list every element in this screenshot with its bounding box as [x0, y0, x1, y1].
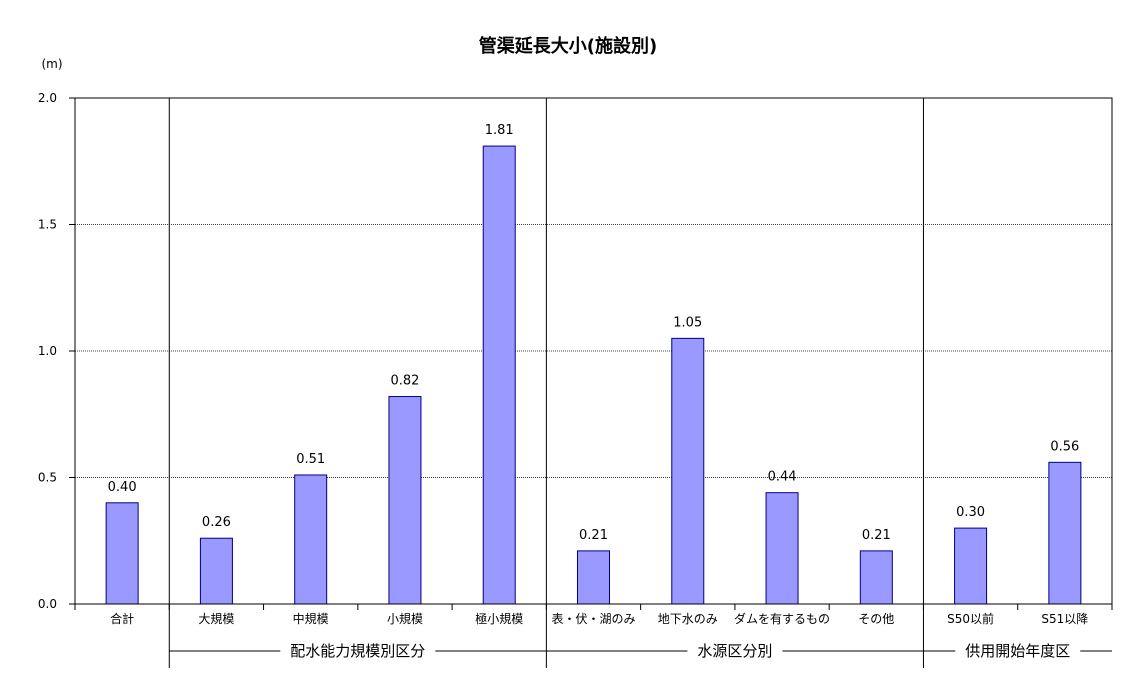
bar-5 — [482, 145, 516, 605]
group-label: 配水能力規模別区分 — [290, 642, 425, 660]
bar-8 — [765, 492, 799, 605]
bar-7 — [671, 337, 705, 605]
data-label: 0.51 — [296, 452, 325, 467]
data-label: 1.05 — [673, 315, 702, 330]
bar-6 — [577, 550, 610, 605]
y-tick-label: 1.5 — [38, 218, 57, 232]
y-tick-label: 0.5 — [38, 471, 57, 485]
data-label: 0.40 — [108, 480, 137, 495]
bar-4 — [388, 396, 422, 605]
chart-title: 管渠延長大小(施設別) — [479, 35, 657, 57]
group-label: 供用開始年度区 — [965, 642, 1070, 660]
x-tick-label: 地下水のみ — [658, 612, 718, 626]
data-label: 0.26 — [202, 515, 231, 530]
data-label: 0.30 — [956, 505, 985, 520]
data-label: 1.81 — [485, 123, 514, 138]
x-tick-label: 小規模 — [387, 611, 423, 626]
bar-10 — [954, 527, 988, 605]
axes — [69, 97, 1113, 668]
data-label: 0.21 — [862, 528, 891, 543]
x-tick-label: 中規模 — [293, 611, 329, 626]
data-label: 0.56 — [1050, 439, 1079, 454]
x-tick-label: 大規模 — [198, 611, 234, 626]
data-label: 0.44 — [768, 470, 797, 485]
bar-2 — [199, 537, 233, 605]
bar-1 — [105, 502, 139, 605]
data-label: 0.82 — [390, 374, 419, 389]
bar-3 — [294, 474, 328, 605]
x-tick-label: S51以降 — [1041, 612, 1088, 626]
x-tick-label: 合計 — [110, 611, 134, 626]
grid-lines — [75, 97, 1112, 478]
y-tick-label: 0.0 — [38, 597, 57, 611]
labels: 0.0 0.5 1.0 1.5 2.0 0.40 0.26 0.51 0.82 1.81 0.21 1… — [38, 91, 1088, 660]
x-tick-label: その他 — [858, 612, 894, 626]
x-tick-label: ダムを有するもの — [734, 611, 830, 626]
group-label: 水源区分別 — [697, 642, 772, 660]
bar-9 — [859, 550, 893, 605]
y-tick-label: 1.0 — [38, 344, 57, 358]
data-label: 0.21 — [579, 528, 608, 543]
x-tick-label: 極小規模 — [475, 611, 523, 626]
x-tick-label: S50以前 — [947, 611, 994, 626]
x-tick-label: 表・伏・湖のみ — [551, 611, 635, 626]
y-axis-unit: (m) — [41, 57, 62, 71]
bars — [105, 145, 1082, 605]
y-tick-label: 2.0 — [38, 91, 57, 105]
bar-11 — [1048, 461, 1082, 605]
